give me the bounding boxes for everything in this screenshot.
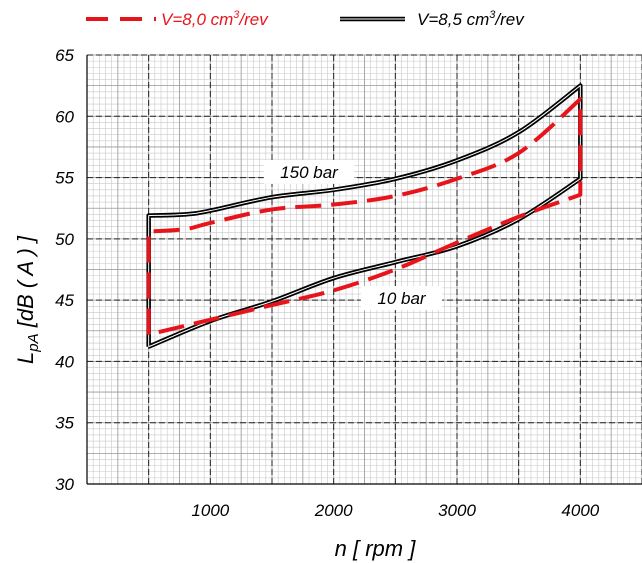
x-tick-labels: 1000 2000 3000 4000 — [191, 501, 599, 520]
legend: V=8,0 cm3/rev V=8,5 cm3/rev — [86, 9, 525, 29]
x-tick-label: 1000 — [191, 501, 229, 520]
y-tick-label: 55 — [55, 169, 74, 188]
annotation-label: 150 bar — [280, 163, 339, 182]
y-tick-labels: 30 35 40 45 50 55 60 65 — [55, 46, 74, 494]
plot-lines — [146, 83, 583, 349]
y-tick-label: 40 — [55, 352, 74, 371]
legend-label: V=8,5 cm3/rev — [417, 9, 525, 29]
legend-label-sup: 3 — [489, 9, 496, 21]
y-tick-label: 65 — [55, 46, 74, 65]
y-tick-label: 60 — [55, 107, 74, 126]
y-axis-title-rest: [dB ( A ) ] — [13, 235, 38, 333]
y-tick-label: 50 — [55, 230, 74, 249]
y-axis-title-main: L — [13, 352, 38, 364]
y-tick-label: 30 — [55, 475, 74, 494]
x-tick-label: 4000 — [561, 501, 599, 520]
y-tick-label: 35 — [55, 414, 74, 433]
x-tick-label: 2000 — [314, 501, 353, 520]
x-tick-label: 3000 — [438, 501, 476, 520]
annotation-box — [360, 286, 443, 311]
legend-label-main: V=8,5 cm — [417, 10, 489, 29]
legend-label-tail: /rev — [494, 10, 525, 29]
y-axis-title: LpA [dB ( A ) ] — [13, 235, 42, 364]
legend-label: V=8,0 cm3/rev — [161, 9, 269, 29]
series-line-v80 — [146, 97, 583, 337]
legend-label-tail: /rev — [238, 10, 269, 29]
legend-label-main: V=8,0 cm — [161, 10, 233, 29]
major-grid — [86, 54, 642, 485]
annotation-box — [263, 159, 355, 184]
annotations: 150 bar 10 bar — [263, 159, 443, 311]
annotation-label: 10 bar — [377, 289, 427, 308]
series-line-v85-inner — [148, 85, 581, 348]
x-axis-title: n [ rpm ] — [335, 536, 417, 561]
y-axis-title-sub: pA — [25, 333, 42, 352]
legend-label-sup: 3 — [233, 9, 240, 21]
y-tick-label: 45 — [55, 291, 74, 310]
